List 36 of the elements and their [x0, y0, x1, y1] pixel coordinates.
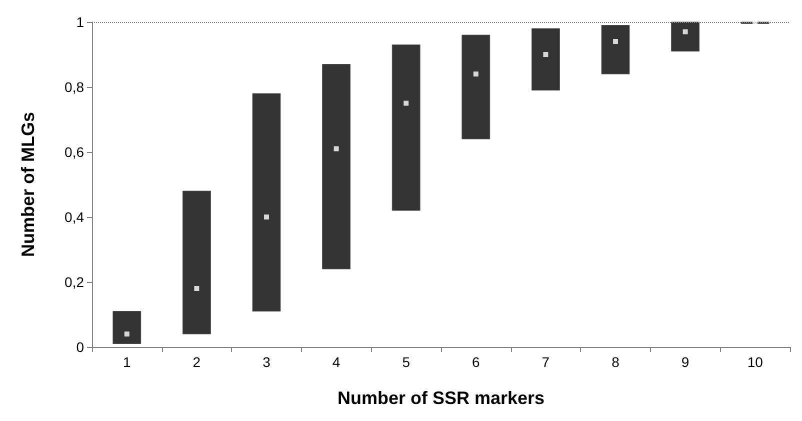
point	[473, 72, 478, 76]
point	[124, 332, 130, 336]
bar	[531, 28, 560, 90]
y-tick-label: 0,2	[64, 274, 84, 290]
point	[682, 29, 688, 34]
y-tick-label: 1	[76, 14, 84, 30]
bar	[182, 190, 211, 334]
x-tick-label: 10	[747, 354, 764, 370]
point	[334, 146, 339, 152]
bar	[462, 34, 490, 140]
bar	[601, 25, 630, 74]
x-axis-title: Number of SSR markers	[337, 388, 545, 408]
point	[264, 214, 269, 220]
point	[613, 39, 618, 44]
bar	[252, 93, 281, 312]
x-tick-label: 7	[542, 354, 550, 370]
x-tick-label: 4	[332, 354, 340, 370]
x-tick-label: 8	[612, 354, 620, 370]
bar	[392, 44, 420, 211]
y-tick-label: 0,4	[64, 209, 84, 225]
point	[543, 52, 548, 57]
y-tick-label: 0,6	[64, 144, 84, 160]
x-tick-label: 2	[192, 354, 201, 370]
y-tick-label: 0,8	[64, 79, 84, 95]
y-axis-title: Number of MLGs	[18, 112, 38, 258]
x-tick-label: 3	[262, 354, 271, 370]
bar	[671, 22, 700, 52]
point	[194, 286, 200, 291]
bar	[322, 64, 351, 270]
x-tick-label: 1	[123, 354, 131, 370]
y-tick-label: 0	[76, 339, 84, 355]
bar	[112, 311, 142, 344]
x-tick-label: 9	[681, 354, 690, 370]
x-tick-label: 6	[472, 354, 480, 370]
point	[404, 100, 409, 106]
x-tick-label: 5	[402, 354, 410, 370]
